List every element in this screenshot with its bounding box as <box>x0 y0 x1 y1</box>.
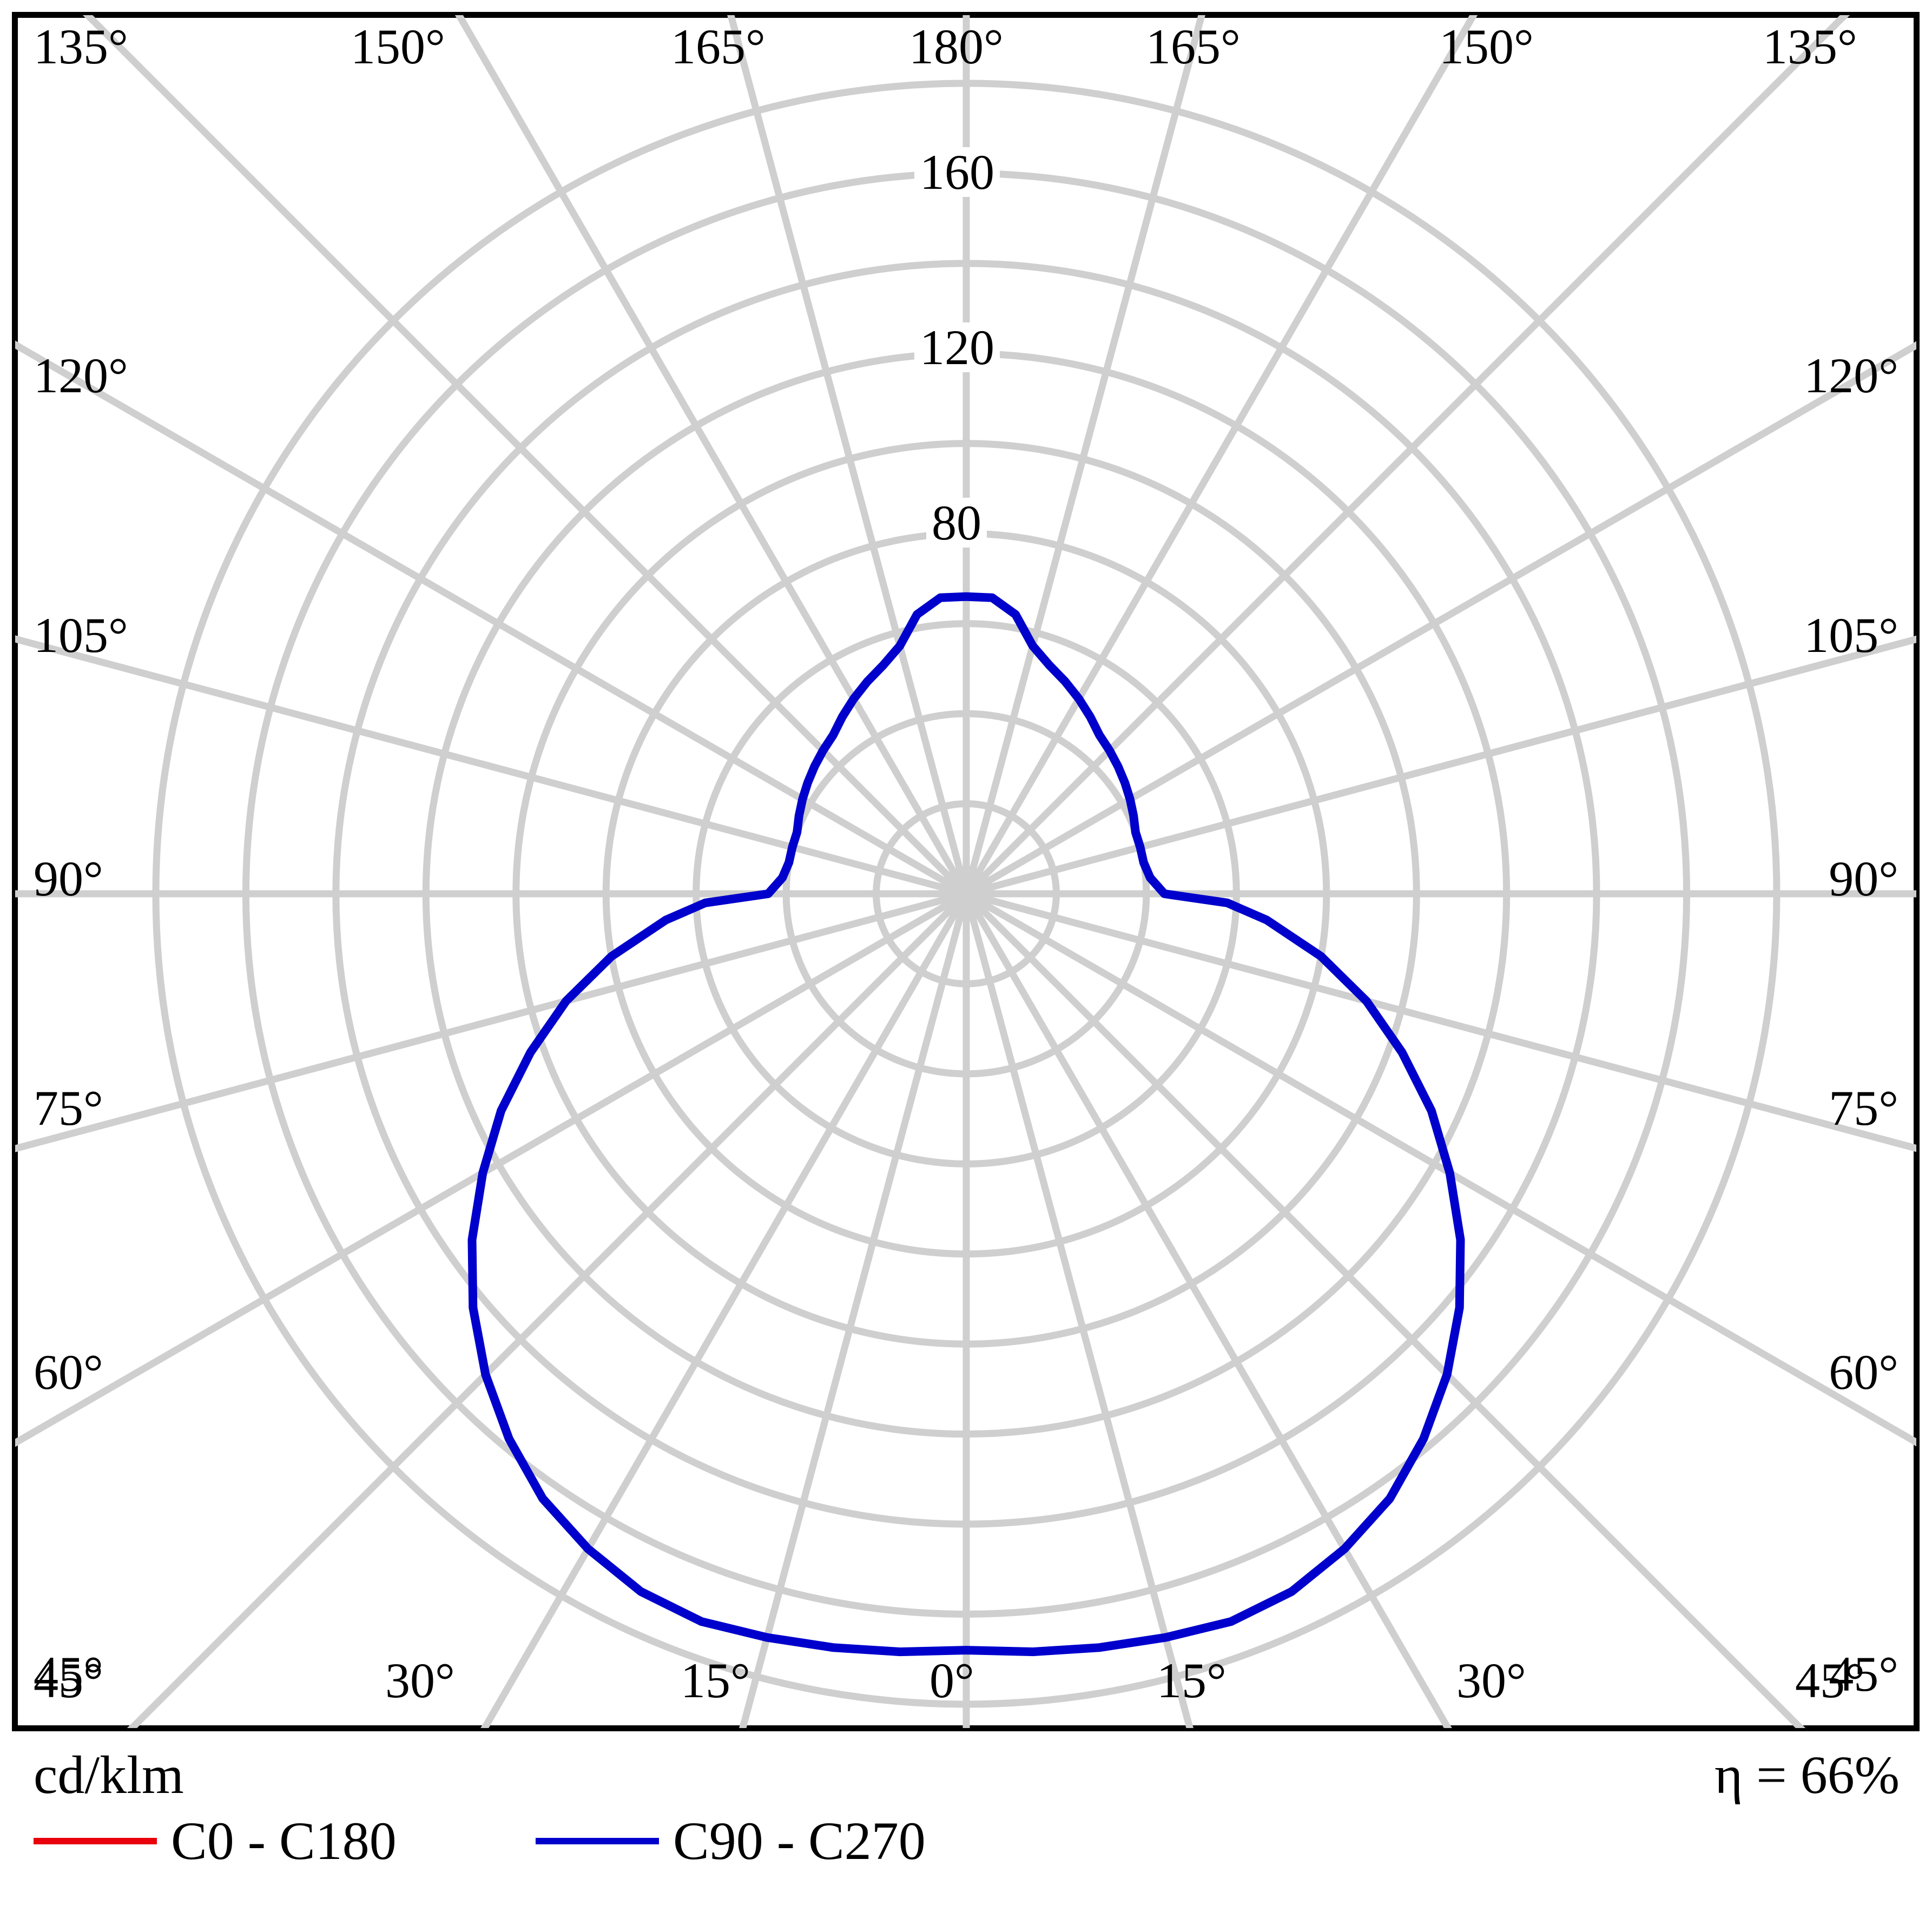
angle-label-bottom-15-left: 15° <box>681 1653 750 1708</box>
angle-label-right-120: 120° <box>1804 348 1898 403</box>
angle-label-left-90: 90° <box>34 851 103 906</box>
angle-label-top-165-right: 165° <box>1146 19 1241 74</box>
legend-label-c0-c180: C0 - C180 <box>171 1811 397 1871</box>
angle-label-right-105: 105° <box>1804 608 1898 663</box>
radial-tick-80: 80 <box>926 498 987 548</box>
angle-label-right-90: 90° <box>1829 851 1898 906</box>
angle-label-top-135-right: 135° <box>1763 19 1857 74</box>
legend-label-c90-c270: C90 - C270 <box>673 1811 926 1871</box>
angle-label-top-135-left: 135° <box>34 19 128 74</box>
angle-label-top-150-right: 150° <box>1439 19 1534 74</box>
unit-label: cd/klm <box>34 1745 184 1805</box>
chart-legend: cd/klm η = 66% C0 - C180 C90 - C270 <box>0 1734 1932 1932</box>
angle-label-top-150-left: 150° <box>351 19 445 74</box>
angle-label-top-165-left: 165° <box>671 19 766 74</box>
angle-label-bottom-45-right: 45° <box>1795 1653 1865 1708</box>
angle-label-left-60: 60° <box>34 1344 103 1400</box>
angle-label-bottom-45-left: 45° <box>34 1653 103 1708</box>
angle-label-left-45: 45° <box>34 1646 103 1702</box>
angle-label-left-75: 75° <box>34 1080 103 1136</box>
legend-swatch-c90-c270 <box>536 1838 659 1844</box>
efficiency-label: η = 66% <box>1715 1745 1900 1805</box>
angle-label-left-120: 120° <box>34 348 128 403</box>
angle-label-bottom-0: 0° <box>929 1653 974 1708</box>
angle-label-right-60: 60° <box>1829 1344 1898 1400</box>
legend-item-c0-c180[interactable]: C0 - C180 <box>34 1814 397 1868</box>
radial-tick-120: 120 <box>914 322 1000 372</box>
angle-label-right-75: 75° <box>1829 1080 1898 1136</box>
curve-c90-c270 <box>467 592 1465 1657</box>
angle-label-right-45: 45° <box>1829 1646 1898 1702</box>
legend-item-c90-c270[interactable]: C90 - C270 <box>536 1814 926 1868</box>
angle-label-bottom-15-right: 15° <box>1157 1653 1227 1708</box>
angle-label-bottom-30-right: 30° <box>1456 1653 1526 1708</box>
angle-label-left-105: 105° <box>34 608 128 663</box>
legend-swatch-c0-c180 <box>34 1838 157 1844</box>
angle-label-bottom-30-left: 30° <box>385 1653 455 1708</box>
radial-tick-160: 160 <box>914 147 1000 197</box>
angle-label-top-180: 180° <box>909 19 1004 74</box>
